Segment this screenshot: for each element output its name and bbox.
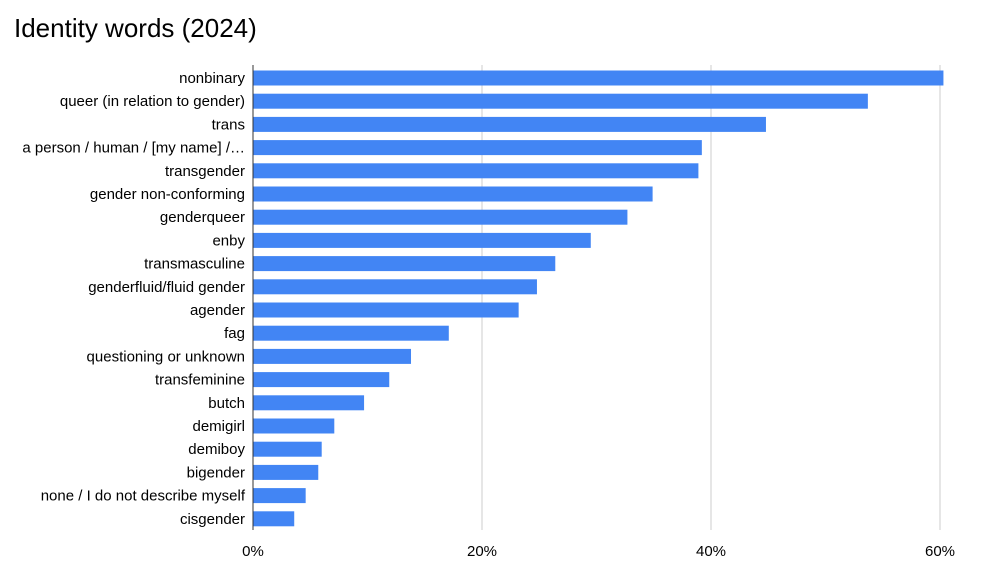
category-label: queer (in relation to gender) [60,93,245,110]
category-label: nonbinary [179,70,245,87]
category-label: none / I do not describe myself [41,488,246,505]
bar [253,163,699,179]
category-label: a person / human / [my name] /… [22,140,245,157]
bar [253,488,306,504]
bar [253,302,519,318]
bar [253,116,766,132]
bar [253,186,653,202]
bar [253,325,449,341]
category-label: transfeminine [155,372,245,389]
x-tick-label: 0% [242,543,264,560]
x-tick-label: 40% [696,543,726,560]
bar [253,256,556,272]
category-label: fag [224,325,245,342]
bar [253,441,322,457]
category-label: questioning or unknown [87,348,245,365]
category-label: transgender [165,163,245,180]
x-tick-label: 20% [467,543,497,560]
category-label: cisgender [180,511,245,528]
bar [253,232,591,248]
category-label: transmasculine [144,256,245,273]
bar [253,140,702,156]
bar [253,209,628,225]
bar [253,418,335,434]
bar [253,511,295,527]
bar [253,70,944,86]
gridlines [481,65,941,530]
category-label: agender [190,302,245,319]
bar [253,348,412,364]
x-tick-label: 60% [925,543,955,560]
bar [253,279,537,295]
bars [253,70,944,527]
category-label: butch [208,395,245,412]
category-label: demiboy [188,441,245,458]
category-label: enby [212,232,245,249]
bar [253,464,319,480]
category-label: bigender [187,464,245,481]
category-label: demigirl [192,418,245,435]
category-label: genderfluid/fluid gender [88,279,245,296]
category-label: trans [212,116,245,133]
chart-title: Identity words (2024) [14,13,257,43]
category-label: gender non-conforming [90,186,245,203]
bar [253,395,365,411]
x-axis-ticks: 0% 20% 40% 60% [242,543,955,560]
bar [253,93,868,109]
bar [253,372,390,388]
category-label: genderqueer [160,209,245,226]
category-labels: nonbinary queer (in relation to gender) tr… [22,70,245,528]
